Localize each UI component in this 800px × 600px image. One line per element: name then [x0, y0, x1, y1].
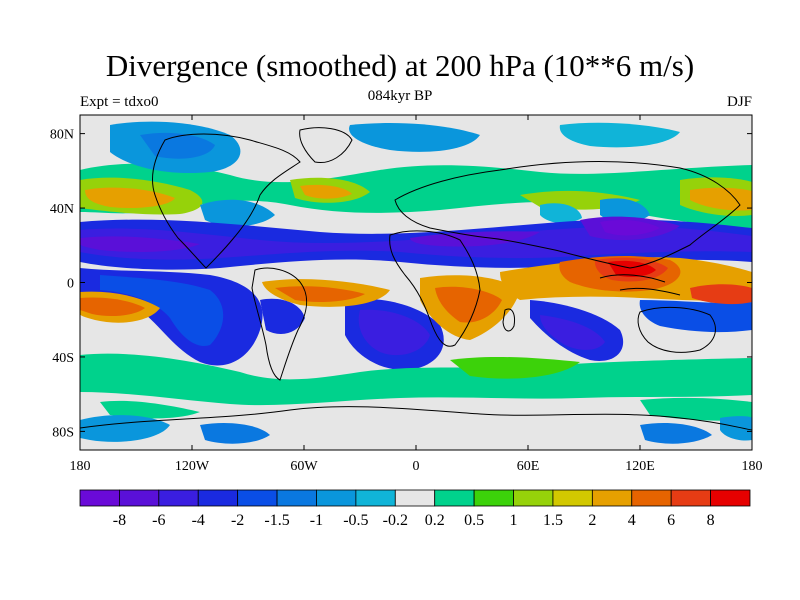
- divergence-field: [80, 115, 752, 450]
- period-label: 084kyr BP: [367, 88, 433, 104]
- colorbar: -8 -6 -4 -2 -1.5 -1 -0.5 -0.2 0.2 0.5 1 1.5 2 4 6 8: [79, 489, 751, 529]
- colorbar-label: 0.2: [425, 512, 445, 529]
- colorbar-label: -1: [310, 512, 323, 529]
- x-tick-label: 120W: [175, 459, 210, 474]
- europe-asia-outline: [394, 160, 741, 269]
- colorbar-swatch: [355, 489, 396, 507]
- map-title: Divergence (smoothed) at 200 hPa (10**6 …: [105, 48, 695, 83]
- y-tick-label: 80N: [50, 128, 74, 143]
- x-axis: 180 120W 60W 0 60E 120E 180: [70, 115, 763, 474]
- southern-positive-areas: [80, 256, 752, 340]
- colorbar-label: 4: [628, 512, 636, 529]
- y-tick-label: 80S: [52, 425, 74, 440]
- colorbar-label: -2: [231, 512, 244, 529]
- colorbar-swatch: [197, 489, 239, 507]
- colorbar-swatch: [119, 489, 160, 507]
- y-tick-label: 0: [67, 277, 74, 292]
- colorbar-swatch: [710, 489, 751, 507]
- colorbar-swatch: [276, 489, 317, 507]
- colorbar-swatch: [631, 489, 672, 507]
- x-tick-label: 60W: [290, 459, 318, 474]
- indonesia-outline: [599, 274, 681, 296]
- north-america-outline: [152, 133, 301, 269]
- southern-green-belts: [80, 353, 752, 421]
- colorbar-label: 2: [588, 512, 596, 529]
- y-tick-label: 40S: [52, 351, 74, 366]
- x-tick-label: 120E: [625, 459, 655, 474]
- colorbar-label: -6: [152, 512, 165, 529]
- colorbar-swatch: [237, 489, 278, 507]
- antarctica-outline: [80, 406, 752, 431]
- australia-outline: [637, 306, 716, 353]
- season-label: DJF: [726, 94, 752, 110]
- x-tick-label: 60E: [517, 459, 540, 474]
- africa-outline: [389, 230, 481, 347]
- colorbar-label: 0.5: [464, 512, 484, 529]
- colorbar-swatch: [316, 489, 357, 507]
- northern-positive-belt: [80, 163, 752, 230]
- colorbar-label: 8: [707, 512, 715, 529]
- colorbar-label: -8: [113, 512, 126, 529]
- coastlines: [80, 127, 752, 431]
- colorbar-swatch: [552, 489, 593, 507]
- colorbar-label: -0.5: [343, 512, 368, 529]
- colorbar-label: 1.5: [543, 512, 563, 529]
- colorbar-label: 6: [667, 512, 675, 529]
- colorbar-swatch: [79, 489, 120, 507]
- x-tick-label: 0: [413, 459, 420, 474]
- colorbar-label: 1: [510, 512, 518, 529]
- colorbar-label: -0.2: [383, 512, 408, 529]
- y-axis: 80N 40N 0 40S 80S: [50, 128, 752, 440]
- madagascar-outline: [502, 308, 515, 332]
- colorbar-label: -1.5: [264, 512, 289, 529]
- colorbar-swatch: [670, 489, 711, 507]
- southern-negative-areas: [80, 268, 752, 371]
- south-america-outline: [251, 267, 307, 381]
- colorbar-swatch: [513, 489, 554, 507]
- colorbar-swatch: [591, 489, 633, 507]
- colorbar-swatch: [473, 489, 514, 507]
- y-tick-label: 40N: [50, 202, 74, 217]
- x-tick-label: 180: [70, 459, 91, 474]
- colorbar-label: -4: [192, 512, 205, 529]
- colorbar-swatch: [434, 489, 475, 507]
- x-tick-label: 180: [742, 459, 763, 474]
- colorbar-swatch: [158, 489, 199, 507]
- experiment-label: Expt = tdxo0: [80, 94, 159, 110]
- greenland-outline: [299, 127, 353, 164]
- colorbar-swatch: [394, 489, 436, 507]
